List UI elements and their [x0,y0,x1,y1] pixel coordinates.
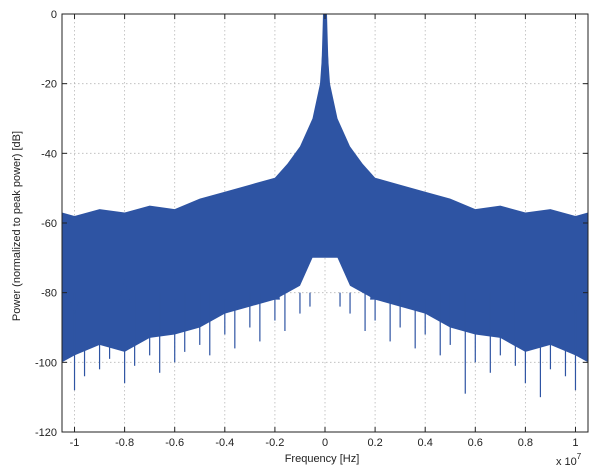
x-tick-label: -0.2 [265,437,284,449]
y-tick-labels: 0 -20 -40 -60 -80 -100 -120 [35,9,57,439]
spectrum-peak [69,299,80,314]
spectrum-peak [420,268,431,300]
spectrum-peak [169,271,180,300]
y-tick-label: -40 [41,148,57,160]
x-tick-label: -0.4 [215,437,234,449]
spectrum-peak [370,250,381,300]
central-peak [310,14,340,258]
x-tick-label: 0.6 [468,437,483,449]
x-exponent-base: x 10 [556,456,577,468]
x-tick-label: -0.8 [115,437,134,449]
spectrum-band [62,14,588,363]
spectrum-peak [119,278,130,300]
y-tick-label: -20 [41,79,57,91]
x-tick-label: 0.2 [367,437,382,449]
x-tick-label: 0.8 [518,437,533,449]
y-tick-label: -120 [35,427,57,439]
y-tick-label: -60 [41,218,57,230]
spectrum-peak [570,299,581,314]
spectrum-peak [470,271,481,300]
y-axis-label: Power (normalized to peak power) [dB] [11,131,23,321]
x-axis-label: Frequency [Hz] [285,453,360,465]
y-tick-label: -100 [35,357,57,369]
x-tick-label: 1 [572,437,578,449]
x-tick-label: 0.4 [418,437,433,449]
y-tick-label: -80 [41,288,57,300]
x-exponent-label: x 107 [556,452,582,468]
plot-area [62,14,588,398]
spectrum-peak [520,278,531,300]
spectrum-peak [269,250,280,300]
x-tick-labels: -1 -0.8 -0.6 -0.4 -0.2 0 0.2 0.4 0.6 0.8 1 [70,437,579,449]
x-exponent-power: 7 [577,452,582,461]
y-tick-label: 0 [51,9,57,21]
x-tick-label: -1 [70,437,80,449]
ticks [62,13,588,433]
x-tick-label: -0.6 [165,437,184,449]
spectrum-peak [219,268,230,300]
x-tick-label: 0 [322,437,328,449]
